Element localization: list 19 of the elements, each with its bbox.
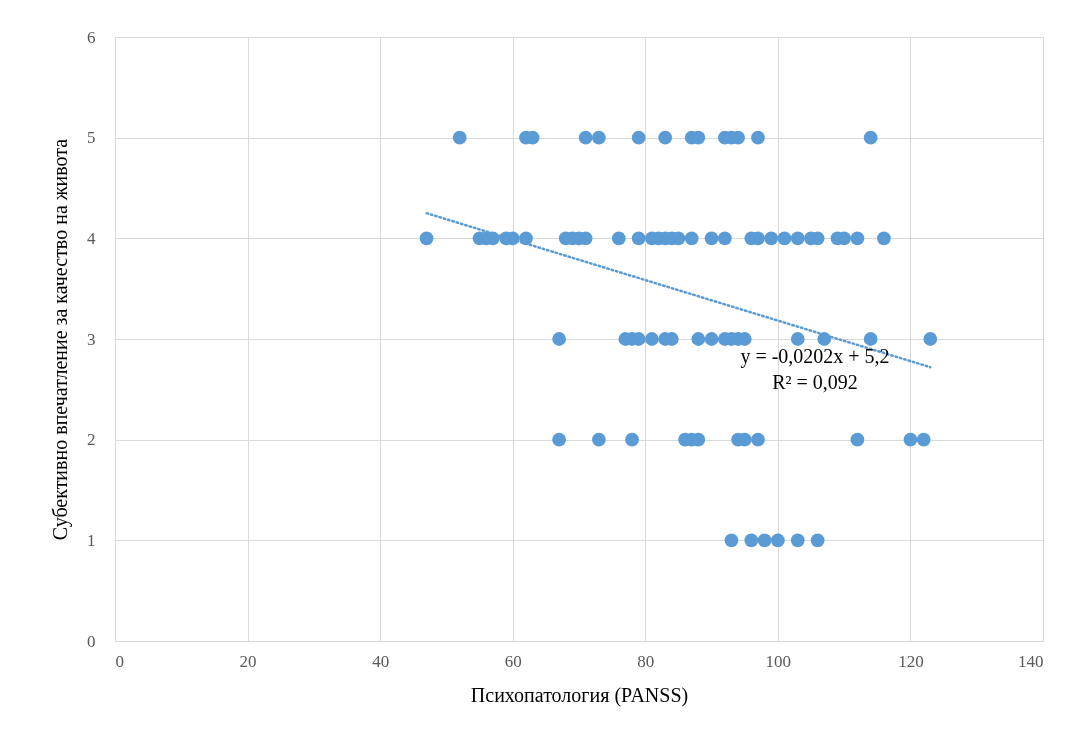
y-axis-title: Субективно впечатление за качество на живота [49,138,72,541]
y-tick-label: 6 [87,27,96,47]
x-tick-label: 100 [765,651,792,671]
y-tick-label: 1 [87,530,96,550]
x-tick-label: 120 [898,651,924,671]
x-tick-label: 60 [504,651,522,671]
x-tick-label: 140 [1018,651,1044,671]
y-tick-label: 5 [87,128,96,148]
annotation: R² = 0,092 [772,371,858,393]
y-tick-label: 0 [87,631,96,651]
x-tick-label: 80 [637,651,655,671]
y-tick-label: 3 [87,329,96,349]
y-tick-label: 4 [87,228,96,248]
x-tick-label: 20 [239,651,257,671]
x-tick-label: 0 [115,651,124,671]
x-axis-title: Психопатология (PANSS) [470,683,689,707]
y-tick-label: 2 [87,430,96,450]
x-tick-label: 40 [372,651,390,671]
annotation: y = -0,0202x + 5,2 [740,345,890,368]
